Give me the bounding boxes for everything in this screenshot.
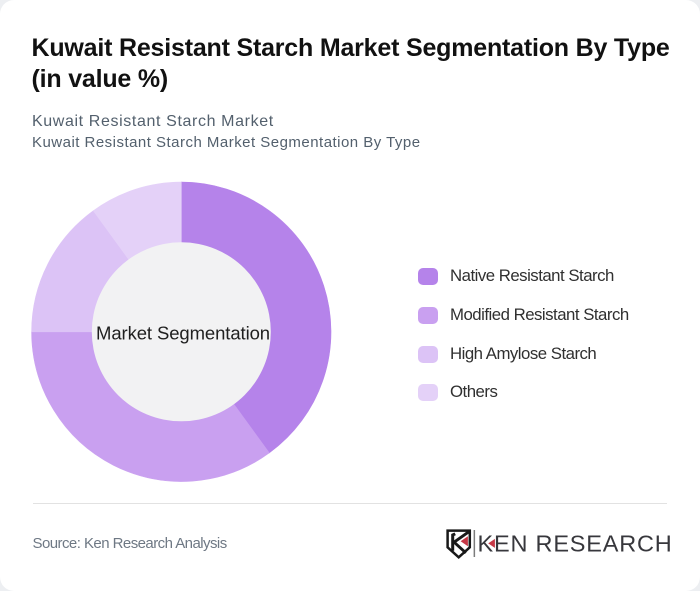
- svg-text:KEN RESEARCH: KEN RESEARCH: [478, 531, 673, 557]
- svg-text:Market Segmentation: Market Segmentation: [96, 323, 270, 344]
